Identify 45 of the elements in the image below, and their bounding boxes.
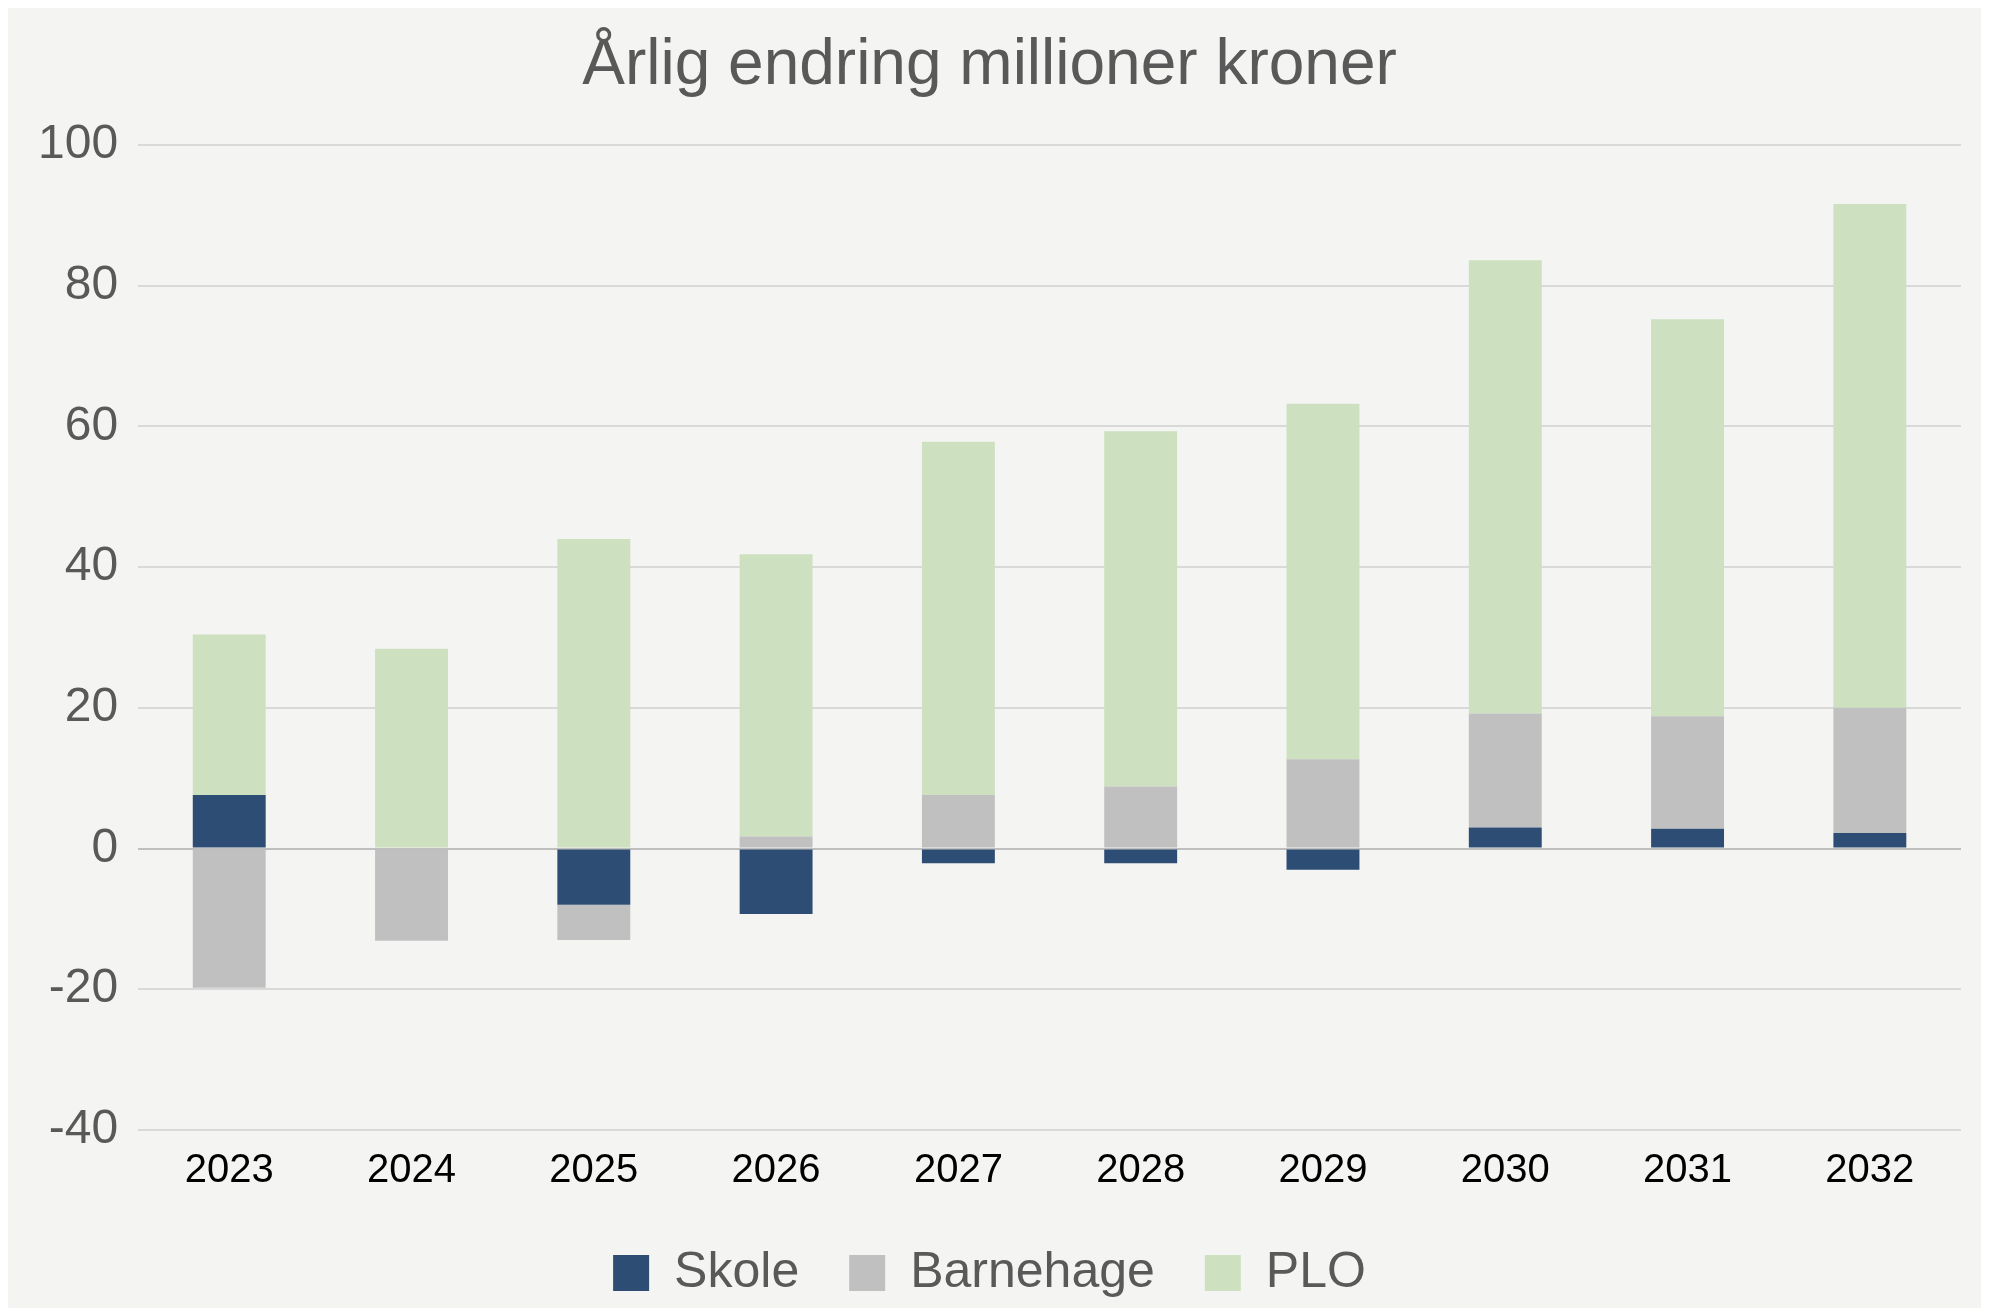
legend-label: Barnehage: [910, 1241, 1155, 1298]
bar: [1468, 260, 1542, 714]
y-tick-label: -20: [48, 959, 119, 1013]
bar: [557, 538, 631, 848]
x-tick-label: 2031: [1643, 1146, 1733, 1191]
x-tick-label: 2027: [913, 1146, 1003, 1191]
bar: [1286, 403, 1360, 760]
bar: [1833, 833, 1907, 848]
bar: [1651, 828, 1725, 848]
x-tick-label: 2030: [1460, 1146, 1550, 1191]
bar: [375, 648, 448, 848]
x-tick-label: 2024: [367, 1146, 457, 1191]
y-tick-label: 80: [64, 255, 119, 309]
y-tick-label: 100: [37, 115, 119, 169]
y-tick-label: -40: [48, 1100, 119, 1154]
bar: [1468, 713, 1542, 828]
legend-label: Skole: [674, 1241, 800, 1298]
bar: [1286, 849, 1360, 870]
bar: [1651, 319, 1725, 717]
x-tick-label: 2023: [184, 1146, 274, 1191]
bar: [1104, 431, 1178, 787]
bar: [739, 554, 813, 837]
y-tick-label: 40: [64, 537, 119, 591]
x-tick-label: 2032: [1825, 1146, 1915, 1191]
bar: [192, 634, 266, 796]
bar: [921, 849, 995, 864]
bar: [557, 849, 631, 905]
bar: [1651, 716, 1725, 829]
bar: [1104, 849, 1178, 864]
legend-label: PLO: [1265, 1241, 1366, 1298]
bar: [1468, 827, 1542, 848]
x-tick-label: 2029: [1278, 1146, 1368, 1191]
x-tick-label: 2025: [549, 1146, 639, 1191]
bar: [557, 904, 631, 940]
bar: [1833, 203, 1907, 708]
y-tick-label: 20: [64, 678, 119, 732]
bar: [192, 795, 266, 848]
bar: [739, 849, 813, 914]
y-tick-label: 0: [91, 818, 119, 872]
x-tick-label: 2026: [731, 1146, 821, 1191]
x-tick-label: 2028: [1096, 1146, 1186, 1191]
y-tick-label: 60: [64, 396, 119, 450]
bar: [921, 441, 995, 796]
chart-title: Årlig endring millioner kroner: [582, 26, 1397, 99]
bar: [1833, 707, 1907, 834]
